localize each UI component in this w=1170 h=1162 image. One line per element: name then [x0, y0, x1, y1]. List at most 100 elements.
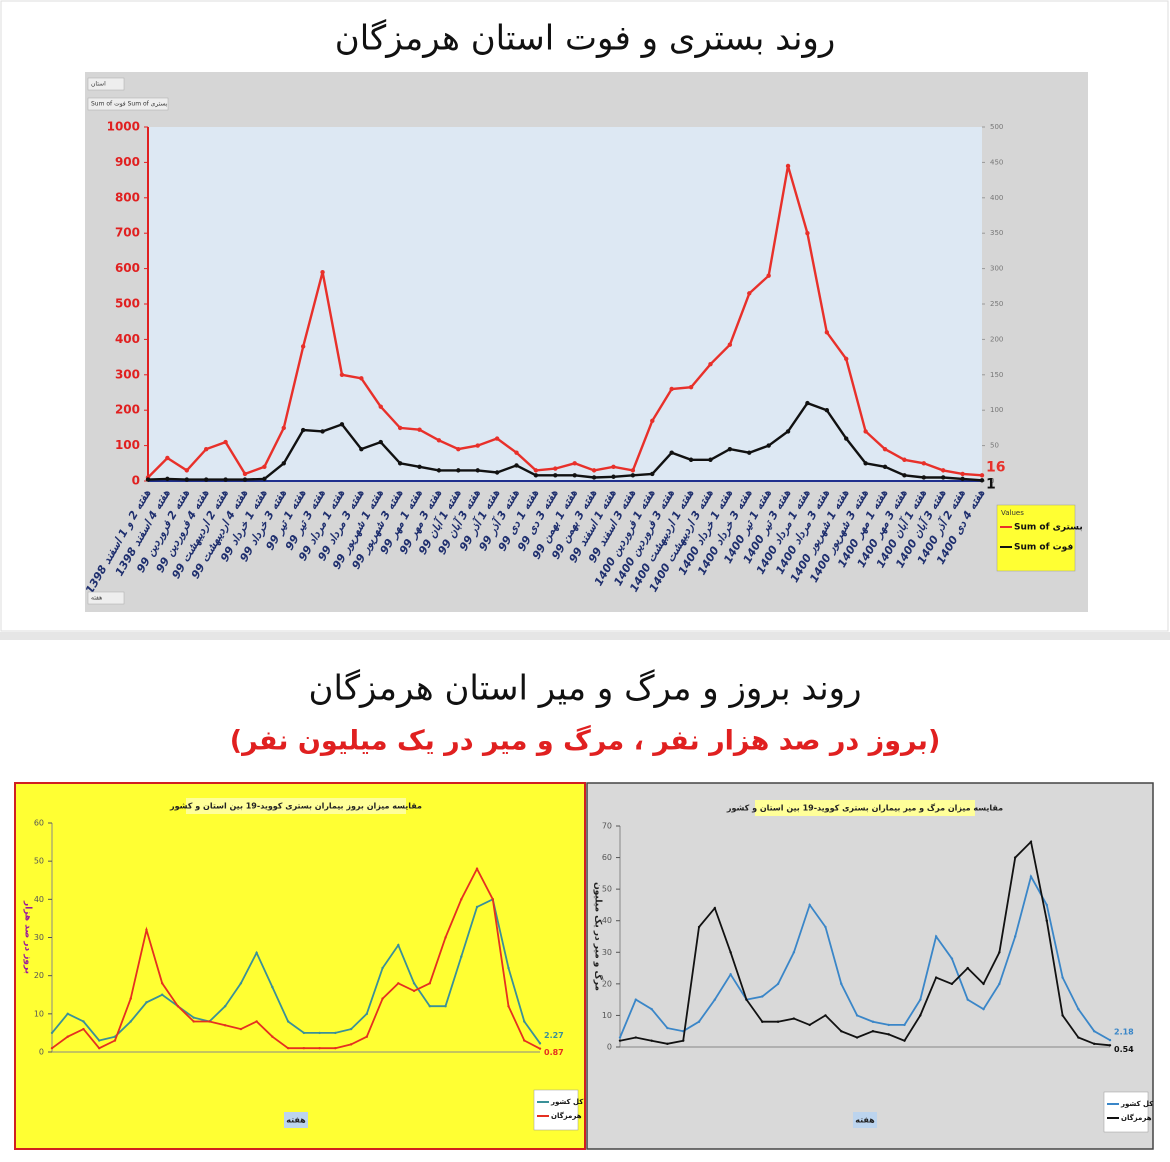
- data-point: [871, 1020, 875, 1023]
- data-point: [507, 1005, 510, 1008]
- data-point: [378, 404, 383, 409]
- data-point: [1092, 1030, 1096, 1033]
- data-point: [630, 468, 636, 473]
- data-point: [113, 1039, 117, 1042]
- data-point: [50, 1046, 54, 1050]
- data-point: [1045, 919, 1048, 922]
- x-axis-label: هفته: [855, 1116, 875, 1125]
- y-axis-label: بروز در صد هزار: [23, 900, 33, 974]
- data-point: [941, 468, 946, 473]
- data-point: [533, 468, 539, 473]
- data-point: [98, 1039, 101, 1042]
- y2-tick-label: 50: [990, 442, 999, 450]
- data-point: [412, 989, 416, 993]
- data-point: [1013, 935, 1017, 938]
- data-point: [145, 477, 151, 482]
- data-point: [688, 457, 694, 462]
- data-point: [650, 471, 655, 477]
- data-point: [745, 998, 748, 1001]
- y-tick-label: 60: [602, 853, 612, 862]
- y-tick-label: 10: [602, 1011, 612, 1020]
- data-point: [840, 1030, 843, 1033]
- filter-label[interactable]: Sum of فوت Sum of بستری: [91, 101, 168, 108]
- data-point: [444, 1005, 447, 1008]
- data-point: [840, 982, 843, 986]
- data-point: [192, 1020, 195, 1023]
- data-point: [882, 464, 888, 470]
- data-point: [365, 1012, 369, 1016]
- data-point: [255, 951, 258, 954]
- x-axis-label: هفته: [286, 1116, 306, 1125]
- data-point: [591, 468, 597, 473]
- data-point: [318, 1031, 321, 1035]
- data-point: [184, 477, 189, 482]
- data-point: [1077, 1007, 1080, 1011]
- data-point: [863, 429, 868, 434]
- filter-button[interactable]: [87, 77, 125, 91]
- data-point: [824, 925, 827, 929]
- data-point: [460, 898, 463, 901]
- data-point: [998, 982, 1001, 986]
- data-point: [1013, 856, 1017, 859]
- y-tick-label: 30: [34, 933, 44, 942]
- data-point: [436, 438, 442, 443]
- data-point: [160, 993, 164, 996]
- data-point: [365, 1035, 369, 1038]
- data-point: [553, 466, 558, 471]
- data-point: [507, 966, 510, 970]
- y-tick-label: 0: [132, 474, 140, 488]
- filter-button[interactable]: [87, 97, 169, 111]
- chart-area: [14, 782, 586, 1150]
- chart-subtitle: مقایسه میزان مرگ و میر بیماران بستری کوو…: [726, 803, 1003, 813]
- filter-button[interactable]: [87, 591, 125, 605]
- legend-box: [533, 1089, 579, 1131]
- data-point: [776, 982, 780, 986]
- data-point: [494, 470, 500, 475]
- filter-label[interactable]: استان: [91, 81, 106, 88]
- y2-tick-label: 0: [990, 477, 994, 485]
- y-tick-label: 700: [115, 226, 140, 240]
- data-point: [1077, 1036, 1080, 1039]
- data-point: [203, 477, 209, 482]
- data-point: [475, 468, 480, 473]
- data-point: [611, 464, 616, 470]
- data-point: [428, 982, 432, 985]
- data-point: [514, 450, 519, 455]
- data-point: [239, 982, 243, 985]
- data-point: [242, 471, 248, 477]
- data-point: [223, 1024, 227, 1027]
- data-point: [844, 356, 849, 362]
- filter-label[interactable]: هفته: [91, 595, 102, 602]
- y-tick-label: 500: [115, 297, 140, 311]
- data-point: [618, 1039, 622, 1042]
- data-point: [919, 1014, 922, 1017]
- data-point: [666, 1026, 669, 1030]
- data-point: [792, 1017, 796, 1020]
- y-tick-label: 40: [34, 895, 44, 904]
- y-tick-label: 10: [34, 1009, 44, 1018]
- data-point: [682, 1039, 685, 1042]
- data-point: [766, 273, 771, 278]
- y-tick-label: 20: [34, 971, 44, 980]
- data-point: [334, 1031, 337, 1035]
- data-point: [979, 478, 985, 483]
- data-point: [766, 443, 771, 448]
- data-point: [1029, 840, 1033, 843]
- data-point: [727, 342, 733, 347]
- data-point: [697, 1020, 701, 1023]
- data-point: [1045, 903, 1048, 907]
- data-point: [242, 477, 248, 482]
- data-point: [1061, 976, 1064, 979]
- data-point: [160, 982, 164, 985]
- data-point: [934, 976, 938, 979]
- data-point: [412, 982, 416, 985]
- data-point: [145, 1001, 148, 1004]
- data-point: [998, 951, 1001, 954]
- end-value-label: 0.54: [1114, 1045, 1134, 1054]
- data-point: [460, 955, 463, 958]
- data-point: [979, 473, 985, 478]
- y-tick-label: 70: [602, 822, 612, 831]
- data-point: [456, 446, 461, 452]
- series-line: [147, 165, 983, 479]
